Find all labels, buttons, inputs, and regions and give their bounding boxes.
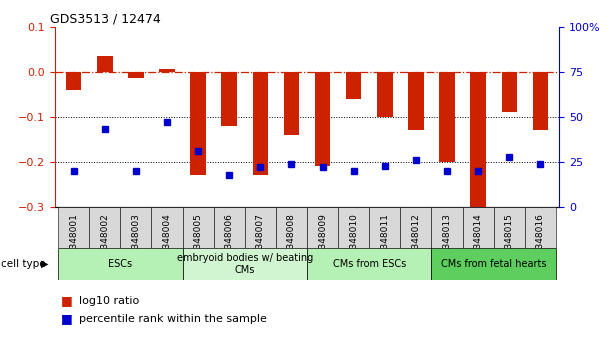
- Bar: [58, 248, 183, 280]
- Bar: [400, 207, 431, 248]
- Bar: [307, 248, 431, 280]
- Bar: [159, 69, 175, 72]
- Text: ■: ■: [61, 312, 73, 325]
- Bar: [315, 72, 331, 166]
- Text: GSM348006: GSM348006: [225, 213, 234, 268]
- Text: percentile rank within the sample: percentile rank within the sample: [79, 314, 267, 324]
- Text: GSM348008: GSM348008: [287, 213, 296, 268]
- Text: GSM348005: GSM348005: [194, 213, 203, 268]
- Bar: [89, 207, 120, 248]
- Bar: [470, 72, 486, 207]
- Text: GSM348015: GSM348015: [505, 213, 514, 268]
- Bar: [439, 72, 455, 162]
- Bar: [276, 207, 307, 248]
- Bar: [58, 207, 89, 248]
- Bar: [128, 72, 144, 79]
- Bar: [252, 72, 268, 176]
- Text: GSM348002: GSM348002: [100, 213, 109, 268]
- Text: CMs from ESCs: CMs from ESCs: [332, 259, 406, 269]
- Text: GSM348012: GSM348012: [411, 213, 420, 268]
- Bar: [502, 72, 517, 112]
- Text: GSM348010: GSM348010: [349, 213, 358, 268]
- Bar: [120, 207, 152, 248]
- Bar: [284, 72, 299, 135]
- Bar: [214, 207, 245, 248]
- Text: GSM348007: GSM348007: [256, 213, 265, 268]
- Text: GSM348004: GSM348004: [163, 213, 172, 268]
- Bar: [245, 207, 276, 248]
- Bar: [533, 72, 548, 130]
- Bar: [152, 207, 183, 248]
- Bar: [338, 207, 369, 248]
- Bar: [494, 207, 525, 248]
- Bar: [408, 72, 423, 130]
- Text: log10 ratio: log10 ratio: [79, 296, 140, 306]
- Bar: [191, 72, 206, 176]
- Bar: [369, 207, 400, 248]
- Bar: [346, 72, 362, 99]
- Text: ▶: ▶: [41, 259, 48, 269]
- Bar: [377, 72, 393, 117]
- Bar: [66, 72, 81, 90]
- Text: cell type: cell type: [1, 259, 45, 269]
- Bar: [463, 207, 494, 248]
- Text: CMs from fetal hearts: CMs from fetal hearts: [441, 259, 546, 269]
- Bar: [183, 207, 214, 248]
- Bar: [525, 207, 556, 248]
- Bar: [307, 207, 338, 248]
- Bar: [183, 248, 307, 280]
- Bar: [97, 56, 112, 72]
- Bar: [431, 248, 556, 280]
- Text: ■: ■: [61, 295, 73, 307]
- Text: GSM348003: GSM348003: [131, 213, 141, 268]
- Text: GSM348014: GSM348014: [474, 213, 483, 268]
- Bar: [221, 72, 237, 126]
- Text: GSM348016: GSM348016: [536, 213, 545, 268]
- Bar: [431, 207, 463, 248]
- Text: ESCs: ESCs: [108, 259, 133, 269]
- Text: GDS3513 / 12474: GDS3513 / 12474: [50, 12, 161, 25]
- Text: GSM348011: GSM348011: [380, 213, 389, 268]
- Text: GSM348001: GSM348001: [69, 213, 78, 268]
- Text: GSM348013: GSM348013: [442, 213, 452, 268]
- Text: GSM348009: GSM348009: [318, 213, 327, 268]
- Text: embryoid bodies w/ beating
CMs: embryoid bodies w/ beating CMs: [177, 253, 313, 275]
